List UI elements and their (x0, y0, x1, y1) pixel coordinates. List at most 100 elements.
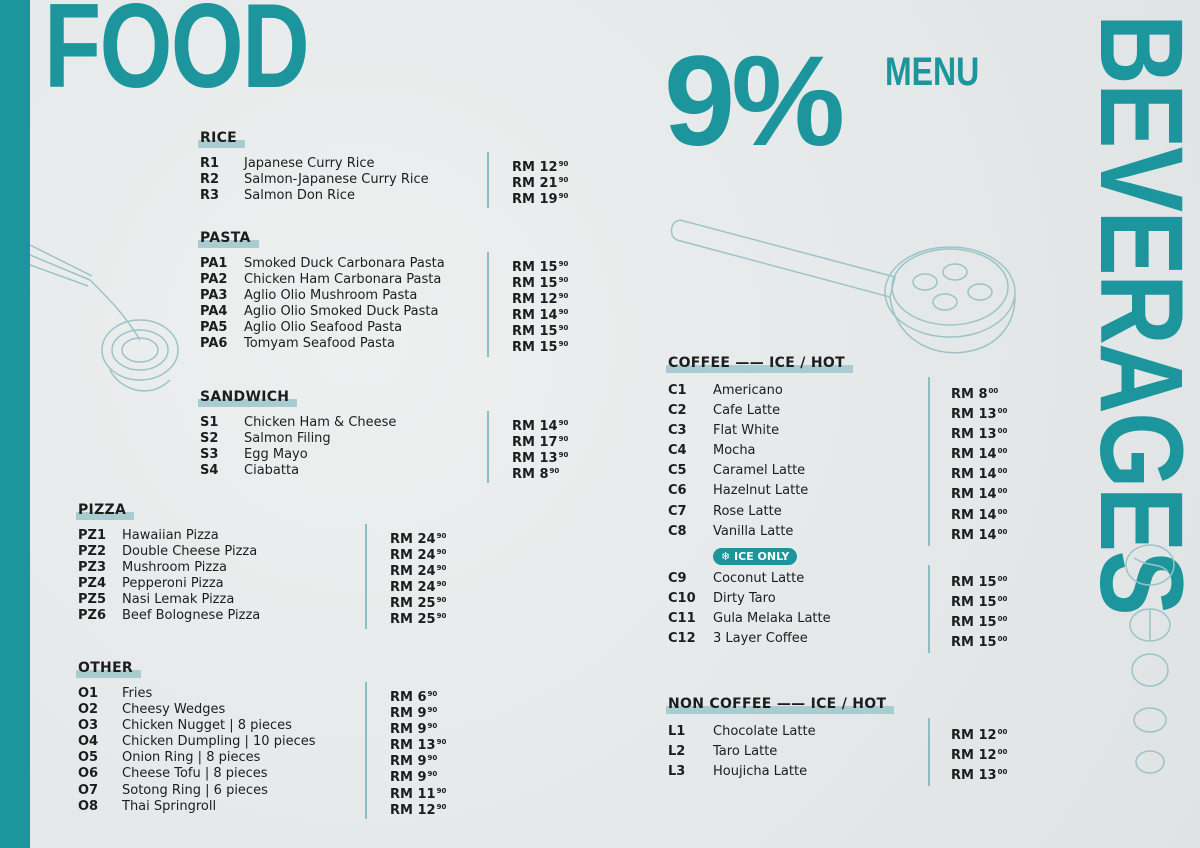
item-name: Double Cheese Pizza (122, 544, 258, 560)
menu-item: O1 Fries RM 690 (78, 686, 437, 705)
item-price: RM 1590 (512, 320, 568, 340)
section-rice: RICE R1 Japanese Curry Rice RM 1290 R2 Salmon… (197, 127, 568, 209)
section-pizza: PIZZA PZ1 Hawaiian Pizza RM 2490 PZ2 Double C… (75, 499, 446, 629)
price-amount: 12 (539, 160, 558, 175)
currency: RM (390, 786, 413, 802)
item-price: RM 1290 (390, 799, 446, 819)
menu-item: PA2 Chicken Ham Carbonara Pasta RM 1590 (200, 272, 568, 291)
price-amount: 14 (539, 308, 558, 324)
price-cents: 90 (558, 160, 569, 168)
item-price: RM 1490 (512, 304, 568, 324)
currency: RM (390, 580, 413, 596)
item-price: RM 1590 (512, 272, 568, 292)
item-name: Fries (122, 686, 153, 701)
item-price: RM 2590 (390, 608, 446, 628)
price-amount: 15 (539, 324, 558, 340)
price-amount: 24 (417, 564, 436, 580)
item-name: Onion Ring | 8 pieces (122, 750, 261, 766)
menu-item: S1 Chicken Ham & Cheese RM 1490 (200, 415, 568, 434)
section-title: RICE (197, 130, 246, 148)
item-code: S1 (200, 415, 219, 430)
item-code: PZ2 (78, 544, 106, 560)
section-sandwich: SANDWICH S1 Chicken Ham & Cheese RM 1490 S2 S… (197, 386, 568, 484)
item-price: RM 1200 (951, 742, 1007, 766)
item-code: C8 (668, 523, 687, 539)
item-price: RM 2490 (390, 560, 446, 580)
price-amount: 25 (417, 596, 436, 612)
item-code: C11 (668, 610, 696, 626)
item-name: Aglio Olio Seafood Pasta (244, 320, 403, 336)
menu-item: L1 Chocolate Latte RM 1200 (668, 722, 1007, 743)
item-name: Vanilla Latte (713, 523, 794, 539)
item-code: S3 (200, 447, 219, 463)
item-name: Chicken Dumpling | 10 pieces (122, 734, 316, 750)
item-price: RM 1400 (951, 481, 1007, 505)
price-amount: 14 (978, 487, 997, 503)
item-price: RM 2190 (512, 172, 568, 192)
section-title: COFFEE —— ICE / HOT (666, 355, 853, 373)
price-divider (928, 564, 930, 654)
menu-item-list: C9 Coconut Latte RM 1500 C10 Dirty Taro RM 15… (668, 564, 1007, 654)
price-amount: 13 (978, 768, 997, 784)
coffee-beans-sketch-icon (1125, 544, 1175, 774)
item-code: R2 (200, 172, 220, 188)
currency: RM (951, 594, 974, 610)
currency: RM (512, 435, 535, 451)
item-name: Cheese Tofu | 8 pieces (122, 766, 268, 782)
menu-item-list: S1 Chicken Ham & Cheese RM 1490 S2 Salmon Fi… (200, 411, 568, 484)
section-non-coffee: NON COFFEE —— ICE / HOT L1 Chocolate Latte… (665, 693, 1007, 787)
menu-item: PA3 Aglio Olio Mushroom Pasta RM 1290 (200, 288, 568, 307)
price-amount: 9 (417, 770, 427, 786)
item-price: RM 990 (390, 750, 437, 770)
price-amount: 13 (417, 738, 436, 754)
item-name: Caramel Latte (713, 463, 806, 479)
item-code: C9 (668, 570, 687, 586)
currency: RM (390, 612, 413, 628)
menu-item: O2 Cheesy Wedges RM 990 (78, 702, 437, 721)
item-name: Coconut Latte (713, 570, 805, 586)
menu-item-list: O1 Fries RM 690 O2 Cheesy Wedges RM 990 O3 Chic… (78, 682, 446, 819)
price-cents: 90 (436, 580, 447, 589)
item-name: Rose Latte (713, 503, 782, 519)
currency: RM (951, 407, 974, 423)
menu-item: L2 Taro Latte RM 1200 (668, 742, 1007, 763)
menu-item: R1 Japanese Curry Rice RM 1290 (200, 156, 568, 175)
coffee-scoop-sketch-icon (670, 219, 1016, 354)
item-code: S4 (200, 463, 219, 479)
menu-item: O4 Chicken Dumpling | 10 pieces RM 1390 (78, 734, 446, 753)
fork-pasta-sketch-icon (30, 244, 179, 392)
item-name: Aglio Olio Smoked Duck Pasta (244, 304, 439, 320)
currency: RM (512, 192, 535, 208)
item-price: RM 1400 (951, 502, 1007, 526)
item-price: RM 1190 (390, 783, 446, 803)
section-title: PASTA (198, 230, 259, 248)
currency: RM (951, 487, 974, 503)
menu-item-list: C1 Americano RM 800 C2 Cafe Latte RM 1300 C3 Fl… (668, 377, 1007, 546)
item-name: Smoked Duck Carbonara Pasta (244, 256, 445, 271)
item-price: RM 1290 (512, 288, 568, 308)
item-code: S2 (200, 431, 219, 447)
price-amount: 9 (417, 706, 427, 722)
price-divider (487, 252, 489, 357)
currency: RM (951, 387, 974, 402)
item-price: RM 1300 (951, 762, 1007, 786)
item-price: RM 2490 (390, 528, 446, 548)
price-amount: 15 (539, 260, 558, 275)
price-amount: 15 (539, 340, 558, 356)
price-amount: 24 (417, 580, 436, 596)
menu-item: S4 Ciabatta RM 890 (200, 463, 559, 482)
price-cents: 00 (997, 594, 1008, 603)
item-price: RM 990 (390, 718, 437, 738)
price-divider (487, 411, 489, 484)
item-price: RM 1500 (951, 569, 1007, 593)
item-name: Cheesy Wedges (122, 702, 226, 718)
price-cents: 90 (558, 176, 569, 185)
currency: RM (390, 532, 413, 547)
item-code: O4 (78, 734, 99, 750)
price-cents: 00 (997, 487, 1008, 496)
price-amount: 15 (539, 276, 558, 292)
price-cents: 00 (997, 748, 1008, 757)
price-amount: 19 (539, 192, 558, 208)
price-cents: 00 (997, 467, 1008, 476)
price-amount: 15 (978, 635, 997, 651)
